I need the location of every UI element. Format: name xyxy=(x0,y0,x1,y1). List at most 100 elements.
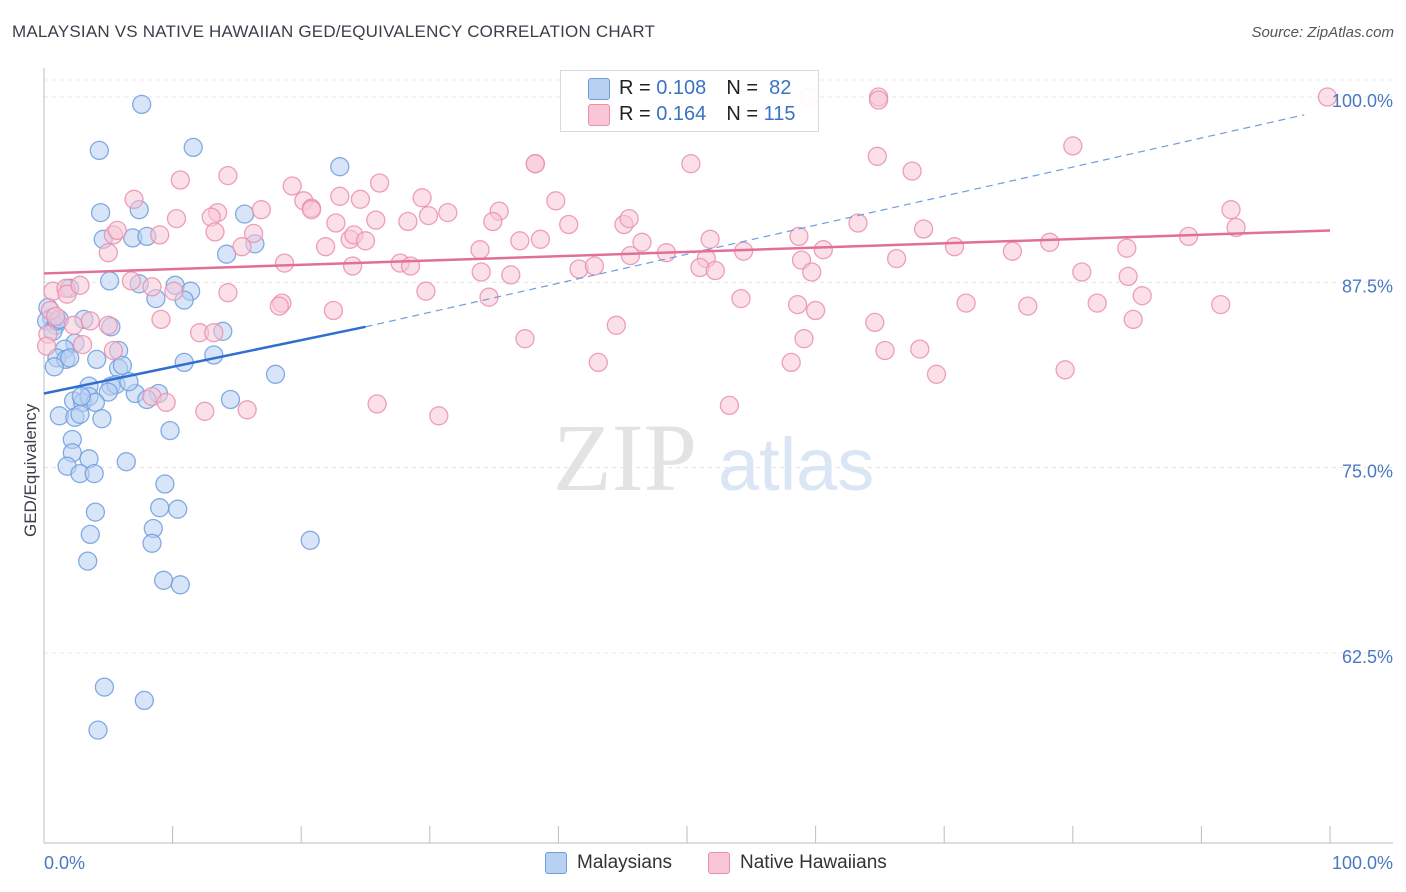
point-native-hawaiian xyxy=(794,329,814,349)
point-native-hawaiian xyxy=(700,229,720,249)
legend-swatch-native-hawaiians xyxy=(588,104,610,126)
point-native-hawaiian xyxy=(166,208,187,229)
point-native-hawaiian xyxy=(588,352,608,373)
point-native-hawaiian xyxy=(1072,262,1092,282)
point-native-hawaiian xyxy=(36,336,57,356)
point-native-hawaiian xyxy=(501,265,521,285)
point-native-hawaiian xyxy=(274,253,295,273)
point-native-hawaiian xyxy=(367,394,387,414)
point-native-hawaiian xyxy=(510,231,530,251)
point-native-hawaiian xyxy=(1226,217,1246,238)
point-native-hawaiian xyxy=(1211,294,1231,315)
point-native-hawaiian xyxy=(781,352,801,373)
point-native-hawaiian xyxy=(195,401,215,421)
point-malaysian xyxy=(168,499,188,519)
legend-item-malaysians: Malaysians xyxy=(545,852,672,874)
point-malaysian xyxy=(70,404,90,424)
point-native-hawaiian xyxy=(1317,87,1338,107)
y-tick-label: 100.0% xyxy=(1332,91,1393,111)
point-native-hawaiian xyxy=(559,214,579,235)
point-native-hawaiian xyxy=(164,281,184,301)
point-native-hawaiian xyxy=(218,283,238,303)
point-native-hawaiian xyxy=(418,205,439,226)
point-malaysian xyxy=(80,524,100,545)
point-native-hawaiian xyxy=(868,90,889,110)
point-native-hawaiian xyxy=(813,240,833,260)
point-native-hawaiian xyxy=(470,240,490,260)
data-points xyxy=(36,87,1338,740)
y-tick-label: 75.0% xyxy=(1342,462,1393,482)
point-native-hawaiian xyxy=(98,243,118,263)
point-native-hawaiian xyxy=(400,256,421,276)
point-native-hawaiian xyxy=(205,222,225,242)
y-tick-label: 62.5% xyxy=(1342,647,1393,667)
point-malaysian xyxy=(60,348,80,368)
legend-swatch-malaysians xyxy=(588,78,610,100)
point-native-hawaiian xyxy=(1040,232,1060,252)
point-native-hawaiian xyxy=(632,232,652,252)
point-native-hawaiian xyxy=(731,288,751,309)
point-malaysian xyxy=(87,349,107,370)
point-native-hawaiian xyxy=(619,208,639,229)
point-native-hawaiian xyxy=(243,223,264,244)
point-native-hawaiian xyxy=(1132,286,1152,306)
point-native-hawaiian xyxy=(848,213,868,233)
legend-n-label: N = xyxy=(726,102,758,125)
point-native-hawaiian xyxy=(1063,136,1083,156)
point-native-hawaiian xyxy=(910,339,930,359)
point-native-hawaiian xyxy=(170,170,190,190)
point-native-hawaiian xyxy=(865,312,885,333)
point-native-hawaiian xyxy=(705,260,725,281)
point-malaysian xyxy=(116,452,136,472)
point-native-hawaiian xyxy=(366,210,386,230)
point-malaysian xyxy=(183,137,203,158)
point-malaysian xyxy=(99,271,120,291)
point-native-hawaiian xyxy=(1117,238,1137,258)
point-malaysian xyxy=(220,389,241,410)
trend-lines xyxy=(43,114,1331,395)
point-native-hawaiian xyxy=(1123,309,1143,330)
point-malaysian xyxy=(88,720,108,740)
point-native-hawaiian xyxy=(875,340,895,361)
point-native-hawaiian xyxy=(802,262,822,282)
gridlines xyxy=(44,79,1393,654)
point-native-hawaiian xyxy=(70,275,90,295)
point-native-hawaiian xyxy=(232,237,252,257)
point-native-hawaiian xyxy=(546,191,566,211)
point-native-hawaiian xyxy=(1087,293,1107,313)
point-native-hawaiian xyxy=(315,237,336,257)
point-native-hawaiian xyxy=(606,315,626,335)
point-native-hawaiian xyxy=(121,271,142,291)
point-native-hawaiian xyxy=(584,256,605,276)
point-malaysian xyxy=(150,498,170,518)
chart-title: MALAYSIAN VS NATIVE HAWAIIAN GED/EQUIVAL… xyxy=(12,22,656,41)
point-native-hawaiian xyxy=(72,334,93,355)
x-tick-label: 100.0% xyxy=(1332,853,1393,873)
trend-line-native-hawaiians xyxy=(43,229,1331,275)
point-malaysian xyxy=(155,474,175,494)
watermark-zip: ZIP xyxy=(553,404,697,511)
point-native-hawaiian xyxy=(913,219,934,239)
legend-n-value: 115 xyxy=(763,102,796,125)
point-malaysian xyxy=(330,157,350,177)
point-malaysian xyxy=(170,575,190,595)
point-native-hawaiian xyxy=(342,256,363,276)
point-native-hawaiian xyxy=(805,300,826,321)
point-native-hawaiian xyxy=(282,176,302,196)
point-native-hawaiian xyxy=(63,315,84,335)
point-native-hawaiian xyxy=(926,364,947,384)
point-native-hawaiian xyxy=(867,146,887,166)
legend-r-label: R = xyxy=(619,76,651,99)
point-native-hawaiian xyxy=(530,229,551,249)
point-malaysian xyxy=(71,386,91,407)
point-native-hawaiian xyxy=(902,161,922,181)
legend-n-value: 82 xyxy=(769,76,792,99)
point-malaysian xyxy=(98,382,118,402)
point-native-hawaiian xyxy=(98,315,118,335)
point-native-hawaiian xyxy=(355,231,376,251)
point-native-hawaiian xyxy=(787,294,808,315)
legend-label-native-hawaiians: Native Hawaiians xyxy=(740,852,887,873)
point-malaysian xyxy=(44,357,64,377)
point-native-hawaiian xyxy=(438,202,458,223)
